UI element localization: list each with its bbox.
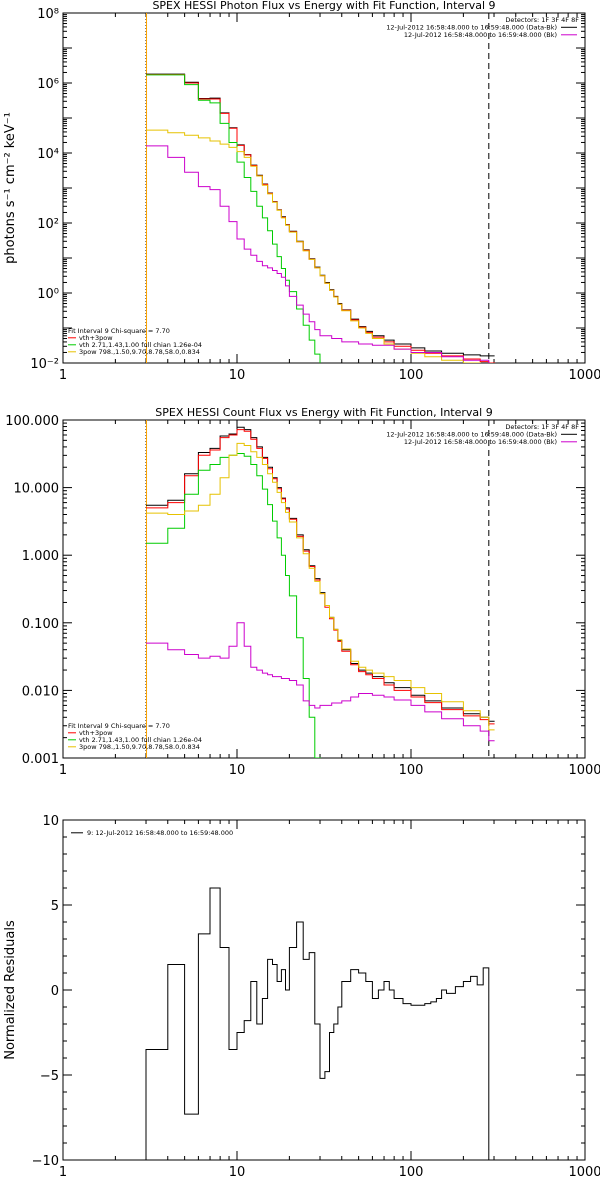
y-tick-label: 10⁴ [37, 147, 59, 162]
x-tick-label: 1000 [568, 368, 600, 383]
x-tick-label: 100 [399, 368, 424, 383]
x-tick-label: 100 [399, 1165, 424, 1180]
x-tick-label: 10 [229, 763, 246, 778]
legend-entry: 9: 12-Jul-2012 16:58:48.000 to 16:59:48.… [87, 829, 233, 837]
series-line-2 [146, 453, 322, 758]
info-line: 12-Jul-2012 16:58:48.000 to 16:59:48.000… [386, 24, 557, 32]
series-line-3 [146, 442, 495, 731]
x-tick-label: 1 [59, 763, 67, 778]
fit-line: vth 2.71,1.43,1.00 full chian 1.26e-04 [79, 341, 202, 349]
y-tick-label: 0.100 [22, 617, 59, 632]
y-tick-label: 10⁶ [37, 77, 59, 92]
y-tick-label: 1.000 [22, 549, 59, 564]
plot-area [145, 420, 495, 758]
fit-line: vth+3pow [79, 334, 113, 342]
fit-line: vth+3pow [79, 729, 113, 737]
y-axis-label: Normalized Residuals [3, 920, 18, 1060]
y-tick-label: 5 [51, 899, 59, 914]
plot-area [145, 13, 496, 363]
x-tick-label: 1 [59, 368, 67, 383]
info-line: 12-Jul-2012 16:58:48.000 to 16:59:48.000… [386, 431, 557, 439]
y-tick-label: 0.010 [22, 684, 59, 699]
y-tick-label: 10² [37, 217, 59, 232]
x-tick-label: 1 [59, 1165, 67, 1180]
x-tick-label: 10 [229, 368, 246, 383]
x-tick-label: 100 [399, 763, 424, 778]
chart-title: SPEX HESSI Count Flux vs Energy with Fit… [155, 406, 492, 419]
fit-line: Fit Interval 9 Chi-square = 7.70 [68, 327, 170, 335]
y-tick-label: −5 [40, 1069, 59, 1084]
info-line: Detectors: 1F 3F 4F 8F [505, 423, 579, 431]
x-tick-label: 1000 [568, 1165, 600, 1180]
info-line: Detectors: 1F 3F 4F 8F [505, 16, 579, 24]
plot-area [145, 887, 490, 1160]
y-tick-label: 10⁰ [37, 287, 59, 302]
info-line: 12-Jul-2012 16:58:48.000 to 16:59:48.000… [404, 31, 557, 39]
series-line-4 [146, 145, 490, 363]
series-line-4 [146, 622, 495, 742]
y-tick-label: 10⁻² [30, 357, 59, 372]
y-axis-label: photons s⁻¹ cm⁻² keV⁻¹ [3, 112, 18, 264]
fit-line: 3pow 798.,1.50,9.70,8.78,58.0,0.834 [79, 348, 200, 356]
chart-title: SPEX HESSI Photon Flux vs Energy with Fi… [152, 0, 495, 12]
x-tick-label: 1000 [568, 763, 600, 778]
x-tick-label: 10 [229, 1165, 246, 1180]
y-tick-label: 0 [51, 984, 59, 999]
series-line-0 [145, 887, 490, 1160]
series-line-2 [146, 74, 321, 363]
fit-line: Fit Interval 9 Chi-square = 7.70 [68, 722, 170, 730]
y-tick-label: 10.000 [14, 482, 60, 497]
fit-line: vth 2.71,1.43,1.00 full chian 1.26e-04 [79, 736, 202, 744]
y-tick-label: 0.001 [22, 752, 59, 767]
y-tick-label: 10⁸ [37, 7, 59, 22]
y-tick-label: 100.000 [5, 414, 59, 429]
y-tick-label: −10 [32, 1154, 59, 1169]
fit-line: 3pow 798.,1.50,9.70,8.78,58.0,0.834 [79, 743, 200, 751]
info-line: 12-Jul-2012 16:58:48.000 to 16:59:48.000… [404, 438, 557, 446]
plot-frame [62, 419, 586, 759]
y-tick-label: 10 [42, 814, 59, 829]
